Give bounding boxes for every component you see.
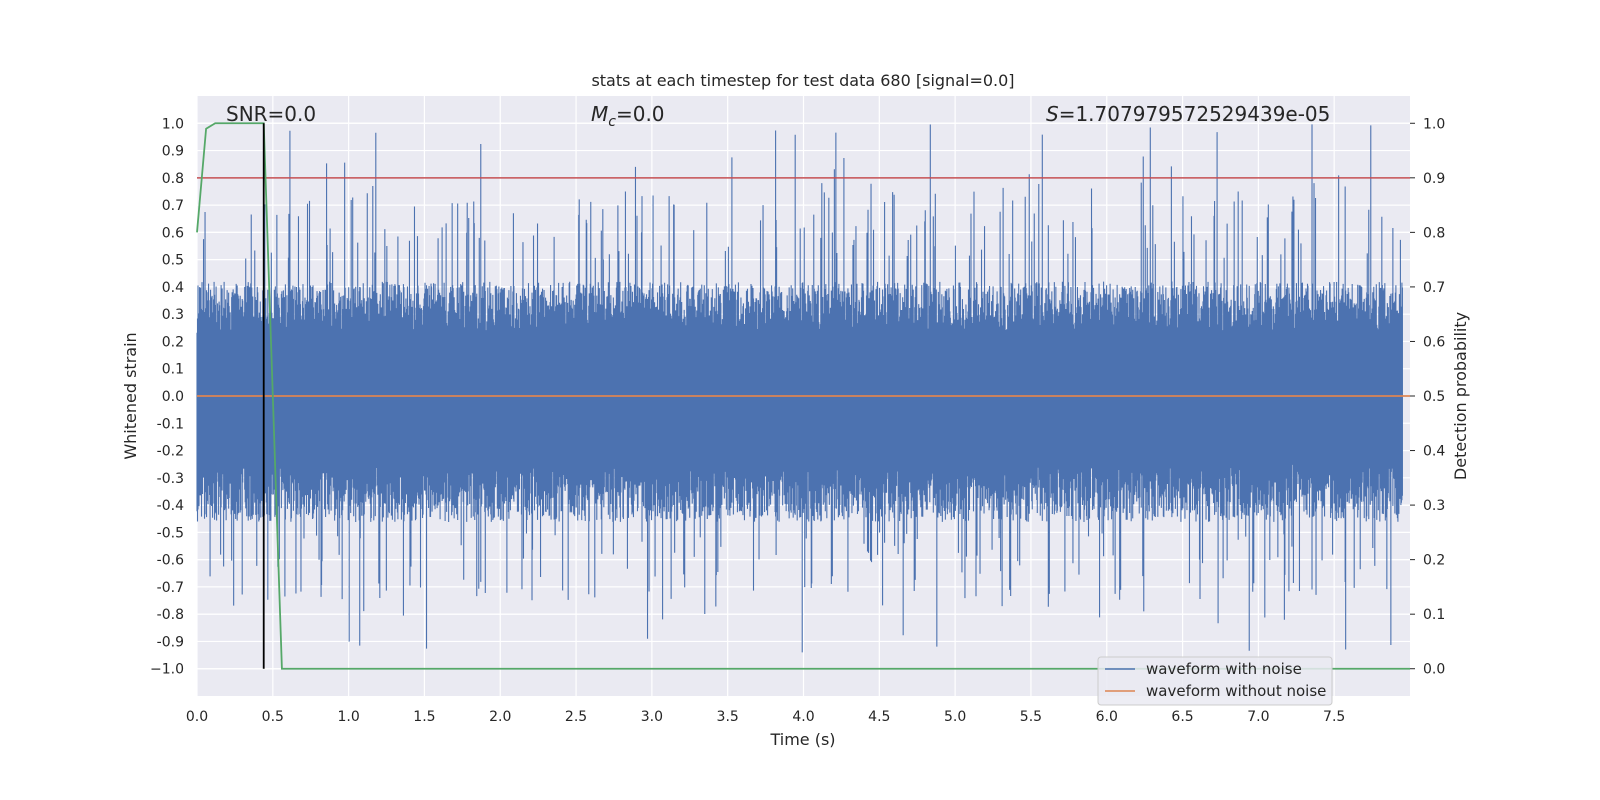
tick-labels: 0.0 0.5 1.0 1.5 2.0 2.5 3.0 3.5 4.0 4.5 5.0 5.5 6.0 6…	[150, 116, 1445, 725]
x-tick-label: 3.5	[717, 709, 739, 725]
y-tick-label: −1.0	[150, 662, 184, 678]
y-tick-label: 0.1	[162, 362, 184, 378]
y2-tick-label: 1.0	[1423, 116, 1445, 132]
series-lines	[196, 122, 1410, 670]
x-tick-label: 3.0	[641, 709, 663, 725]
x-tick-label: 6.5	[1171, 709, 1193, 725]
x-tick-label: 1.0	[337, 709, 359, 725]
x-tick-label: 0.0	[186, 709, 208, 725]
y2-tick-label: 0.2	[1423, 553, 1445, 569]
mc-symbol: M	[591, 102, 608, 126]
chart-title: stats at each timestep for test data 680…	[591, 71, 1014, 90]
legend-label-clean: waveform without noise	[1146, 682, 1326, 700]
s-value: =1.707979572529439e-05	[1059, 102, 1331, 126]
y-tick-label: 0.8	[162, 171, 184, 187]
legend: waveform with noise waveform without noi…	[1097, 656, 1333, 706]
y-tick-label: 0.0	[162, 389, 184, 405]
y2-tick-label: 0.6	[1423, 334, 1445, 350]
y-tick-label: -0.5	[157, 525, 184, 541]
x-tick-label: 6.0	[1096, 709, 1118, 725]
y-tick-label: -0.1	[157, 416, 184, 432]
annotation-snr: SNR=0.0	[226, 102, 316, 126]
y-tick-label: -0.3	[157, 471, 184, 487]
y-tick-label: -0.2	[157, 444, 184, 460]
y-tick-label: -0.6	[157, 553, 184, 569]
legend-box	[1097, 656, 1333, 706]
annotation-s: S=1.707979572529439e-05	[1046, 102, 1330, 126]
legend-label-noise: waveform with noise	[1146, 660, 1302, 678]
x-tick-label: 1.5	[413, 709, 435, 725]
y-tick-label: 0.5	[162, 253, 184, 269]
x-tick-label: 2.0	[489, 709, 511, 725]
y-tick-label: -0.9	[157, 634, 184, 650]
y-tick-label: 0.7	[162, 198, 184, 214]
y2-tick-label: 0.1	[1423, 607, 1445, 623]
x-tick-label: 5.5	[1020, 709, 1042, 725]
x-tick-label: 4.5	[868, 709, 890, 725]
x-tick-label: 7.0	[1247, 709, 1269, 725]
y2-tick-label: 0.8	[1423, 225, 1445, 241]
s-symbol: S	[1046, 102, 1059, 126]
x-tick-label: 2.5	[565, 709, 587, 725]
noise-waveform-path	[196, 124, 1403, 653]
y-tick-label: 0.3	[162, 307, 184, 323]
x-axis-label: Time (s)	[769, 730, 835, 749]
y-tick-label: -0.4	[157, 498, 184, 514]
x-tick-label: 7.5	[1323, 709, 1345, 725]
mc-subscript: c	[608, 114, 616, 130]
x-tick-label: 4.0	[792, 709, 814, 725]
x-tick-label: 5.0	[944, 709, 966, 725]
y2-axis-label: Detection probability	[1451, 312, 1470, 480]
y-tick-label: 0.6	[162, 225, 184, 241]
y2-tick-label: 0.3	[1423, 498, 1445, 514]
detection-probability-line	[196, 122, 1410, 670]
y-tick-label: 0.2	[162, 334, 184, 350]
annotation-chirp-mass: Mc=0.0	[591, 102, 665, 130]
y-tick-label: 0.4	[162, 280, 184, 296]
y2-tick-label: 0.9	[1423, 171, 1445, 187]
series-waveform-with-noise	[196, 124, 1403, 653]
mc-value: =0.0	[616, 102, 665, 126]
y-tick-label: -0.7	[157, 580, 184, 596]
x-tick-label: 0.5	[262, 709, 284, 725]
y2-tick-label: 0.4	[1423, 444, 1445, 460]
y2-tick-label: 0.0	[1423, 662, 1445, 678]
y-axis-label: Whitened strain	[121, 332, 140, 459]
y-tick-label: -0.8	[157, 607, 184, 623]
y2-tick-label: 0.5	[1423, 389, 1445, 405]
y-tick-label: 0.9	[162, 144, 184, 160]
y2-tick-label: 0.7	[1423, 280, 1445, 296]
y-tick-label: 1.0	[162, 116, 184, 132]
